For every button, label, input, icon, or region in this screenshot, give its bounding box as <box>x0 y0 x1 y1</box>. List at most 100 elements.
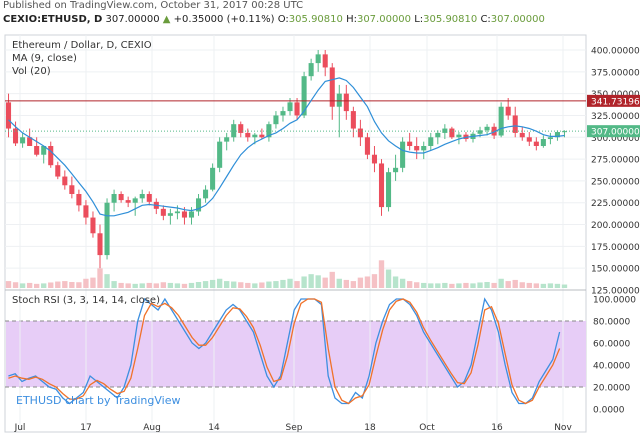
candle-body <box>498 106 504 136</box>
candle-body <box>442 128 448 133</box>
candle-body <box>62 176 68 186</box>
candle-body <box>400 141 406 168</box>
candle-body <box>132 198 138 203</box>
candle-body <box>456 134 462 138</box>
price-tick-label: 200.00000 <box>591 221 640 231</box>
candle-body <box>449 128 455 138</box>
volume-bar <box>378 260 385 288</box>
volume-bar <box>146 282 152 288</box>
volume-bar <box>421 282 427 288</box>
volume-bar <box>329 271 335 288</box>
volume-bar <box>252 283 258 288</box>
published-caption: Published on TradingView.com, October 31… <box>3 0 304 11</box>
candle-body <box>540 139 546 146</box>
volume-bar <box>435 283 441 288</box>
volume-bar <box>364 276 371 288</box>
price-tick-label: 400.00000 <box>591 47 640 57</box>
volume-bar <box>216 278 223 288</box>
candle-body <box>20 137 26 144</box>
candle-body <box>393 167 399 173</box>
volume-bar <box>308 274 314 288</box>
candle-body <box>435 132 441 138</box>
volume-bar <box>19 283 26 288</box>
volume-bar <box>294 281 300 288</box>
line-overlays <box>5 77 586 405</box>
time-tick-label: Oct <box>419 423 435 433</box>
candle-body <box>547 137 553 140</box>
price-tick-label: 225.00000 <box>591 199 640 209</box>
candle-body <box>27 137 33 146</box>
volume-bar <box>48 282 54 288</box>
time-tick-label: Sep <box>286 423 303 433</box>
resistance-marker-label: 341.73196 <box>591 97 640 107</box>
volume-bar <box>259 282 265 288</box>
quote-bar: CEXIO:ETHUSD, D 307.00000 ▲ +0.35000 (+0… <box>0 12 640 28</box>
change-arrow-icon: ▲ <box>162 14 171 25</box>
rsi-legend: Stoch RSI (3, 3, 14, 14, close) <box>12 295 160 306</box>
volume-bar <box>498 278 504 288</box>
candle-body <box>519 132 525 138</box>
stoch-rsi-k-line <box>8 297 561 405</box>
volume-bar <box>287 278 293 288</box>
volume-bar <box>62 281 68 288</box>
price-tick-label: 275.00000 <box>591 156 640 166</box>
volume-bar <box>343 279 349 288</box>
volume-bar <box>69 282 75 288</box>
open-value: 305.90810 <box>288 14 343 25</box>
candle-body <box>287 102 293 112</box>
candle-body <box>76 194 82 206</box>
candle-body <box>203 189 209 199</box>
volume-bar <box>561 284 568 288</box>
candle-body <box>554 132 560 138</box>
ma-legend: MA (9, close) <box>12 53 77 64</box>
resistance-marker <box>587 94 640 107</box>
volume-bar <box>533 283 540 288</box>
volume-bar <box>315 275 321 288</box>
candle-body <box>83 205 89 218</box>
candle-body <box>477 130 483 134</box>
volume-bar <box>371 274 378 288</box>
candle-body <box>181 211 187 218</box>
candle-body <box>104 202 110 256</box>
high-label: H: <box>346 14 357 25</box>
last-price-text: 307.00000 <box>105 14 160 25</box>
volume-bar <box>118 282 124 288</box>
price-tick-label: 125.00000 <box>591 287 640 297</box>
candle-body <box>55 165 61 177</box>
time-axis[interactable]: Jul 17 Aug 14 Sep 18 Oct 16 Nov <box>14 423 573 433</box>
volume-bar <box>202 281 209 288</box>
candle-body <box>5 102 12 129</box>
candle-body <box>111 194 117 203</box>
price-tick-label: 375.00000 <box>591 68 640 78</box>
volume-bar <box>456 283 462 288</box>
candle-body <box>428 137 434 146</box>
volume-bar <box>392 276 399 288</box>
candle-body <box>13 128 19 144</box>
candle-body <box>350 111 356 129</box>
rsi-tick-label: 40.0000 <box>593 362 630 372</box>
candle-body <box>266 124 272 138</box>
open-label: O: <box>277 14 289 25</box>
volume-bar <box>160 282 167 288</box>
volume-bar <box>209 279 216 288</box>
volume-bar <box>322 277 328 288</box>
volume-bars <box>5 260 568 288</box>
volume-bar <box>505 281 511 288</box>
candle-body <box>414 146 420 151</box>
price-chart[interactable]: 400.00000375.00000350.00000325.00000300.… <box>0 28 640 436</box>
volume-bar <box>484 282 490 288</box>
volume-bar <box>111 281 117 288</box>
close-label: C: <box>480 14 491 25</box>
volume-bar <box>547 283 554 288</box>
candle-body <box>505 106 511 116</box>
price-axis[interactable]: 400.00000375.00000350.00000325.00000300.… <box>587 47 640 416</box>
candle-body <box>371 154 378 164</box>
volume-bar <box>449 283 455 288</box>
candle-body <box>224 137 230 142</box>
volume-legend: Vol (20) <box>12 66 51 77</box>
low-label: L: <box>414 14 424 25</box>
candle-body <box>69 185 75 194</box>
price-tick-label: 175.00000 <box>591 243 640 253</box>
time-tick-label: Aug <box>143 423 161 433</box>
volume-bar <box>174 283 181 288</box>
